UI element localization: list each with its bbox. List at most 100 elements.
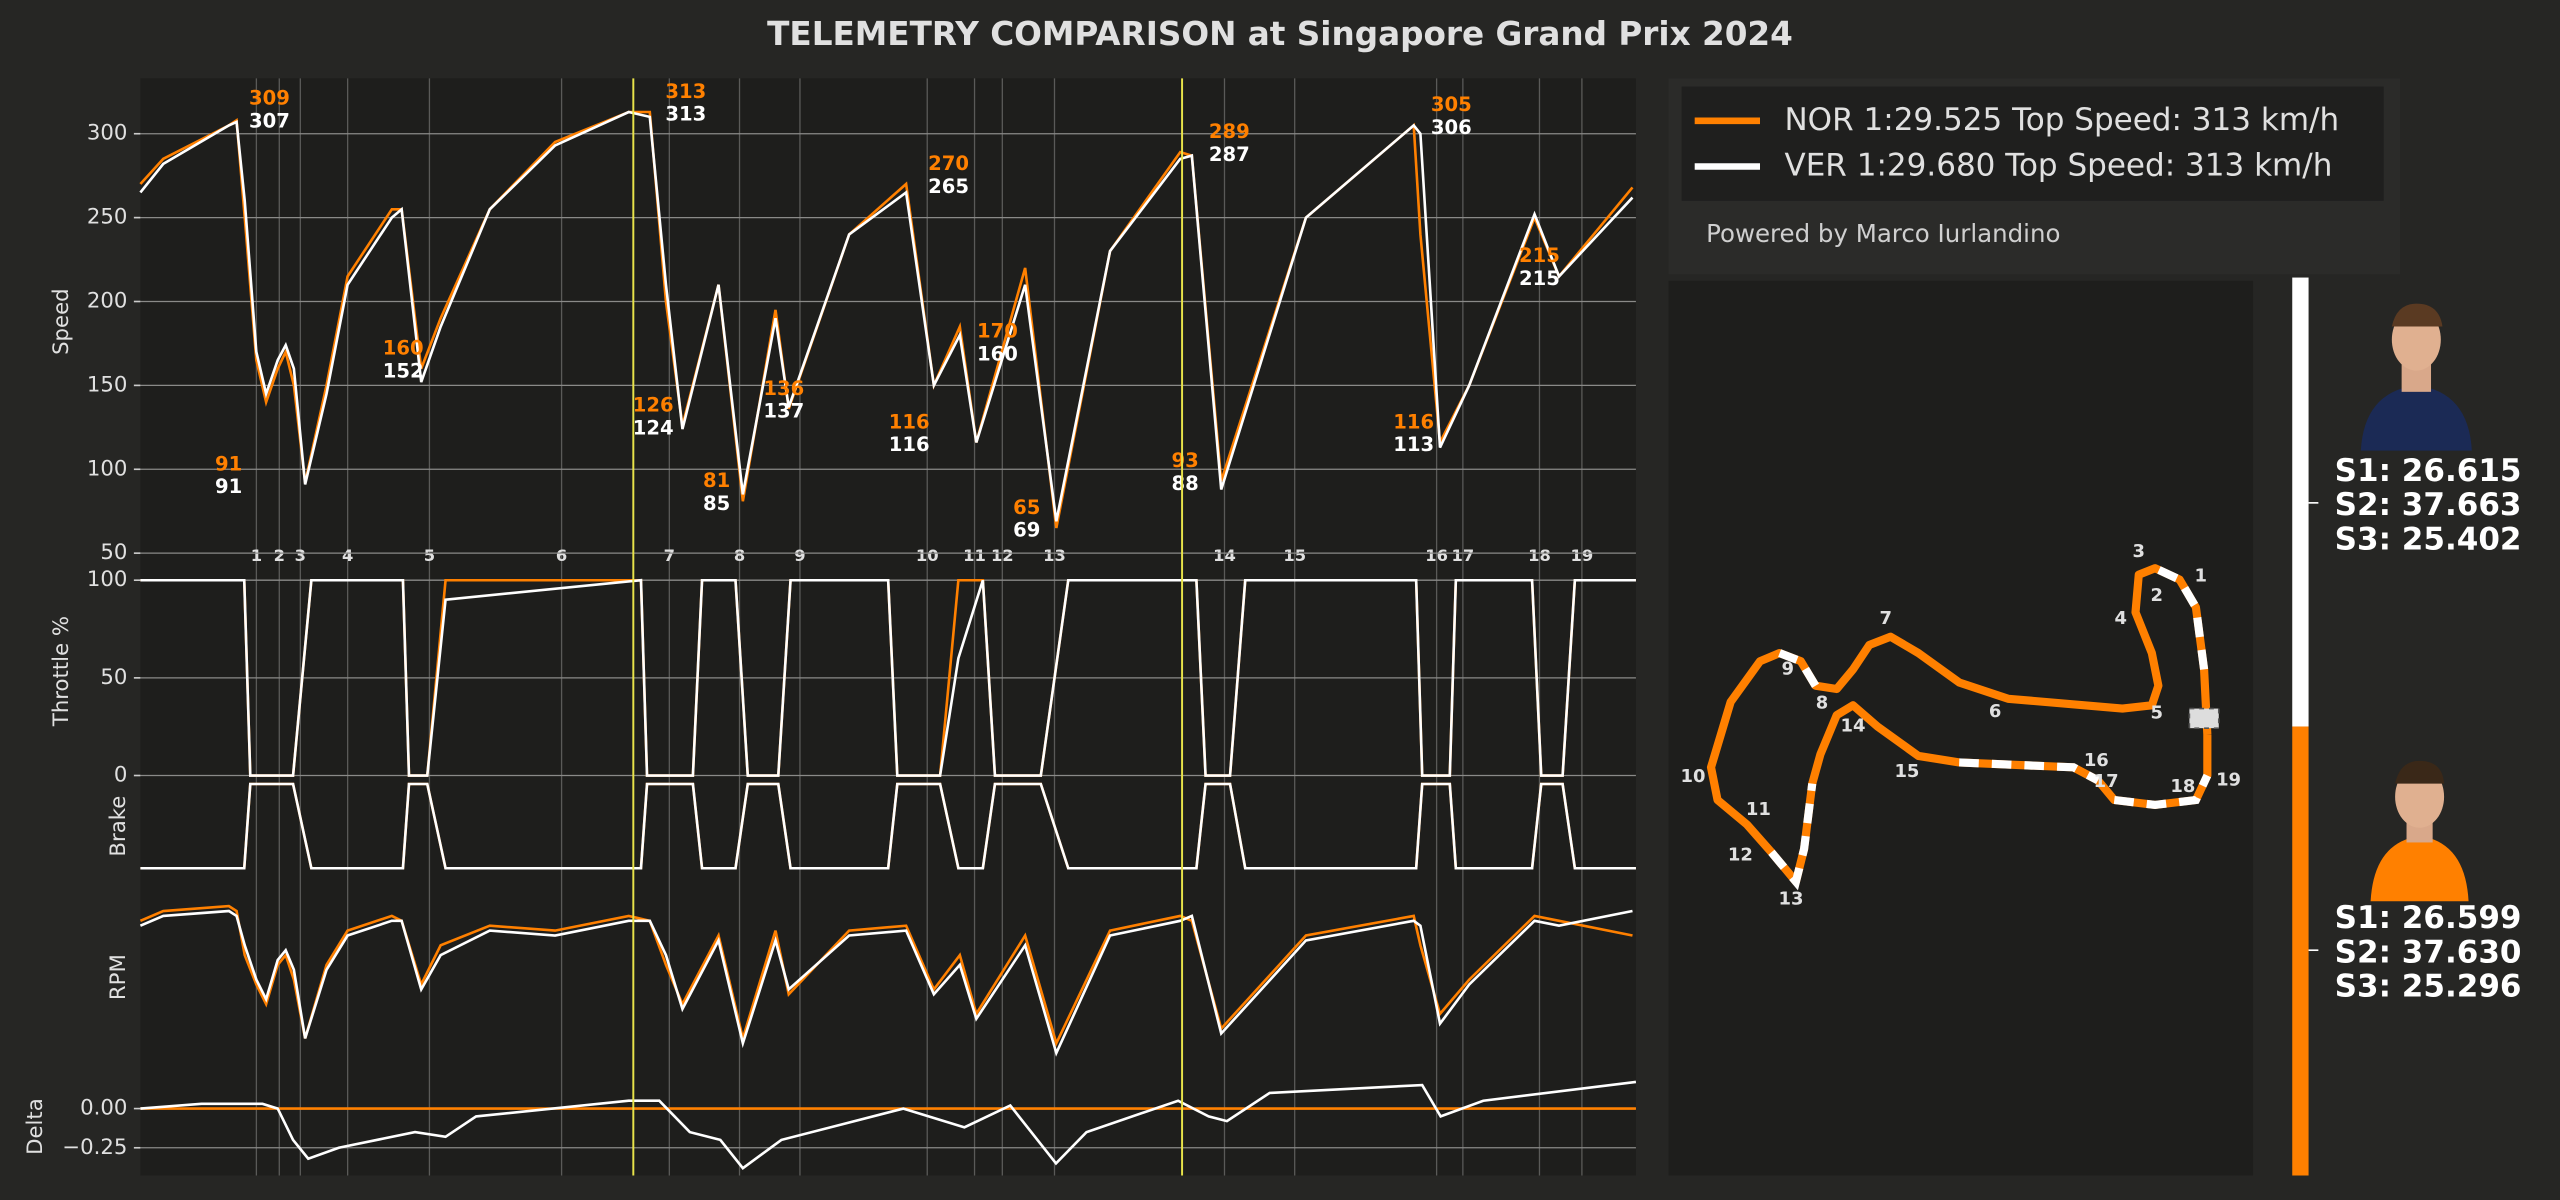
- corner-label: 10: [916, 546, 939, 565]
- speed-annotation: 306: [1431, 116, 1472, 139]
- track-corner-label: 17: [2094, 771, 2119, 792]
- corner-label: 8: [734, 546, 745, 565]
- y-tick-label: 100: [87, 567, 128, 592]
- speed-annotation: 93: [1172, 449, 1199, 472]
- track-corner-label: 6: [1989, 701, 2001, 722]
- track-corner-label: 8: [1816, 693, 1828, 714]
- track-segment-ver: [1778, 649, 1820, 688]
- corner-label: 14: [1213, 546, 1236, 565]
- track-corner-label: 7: [1879, 608, 1891, 629]
- y-axis-label: Delta: [23, 1098, 48, 1155]
- y-axis-label: Brake: [106, 796, 131, 857]
- corner-label: 9: [794, 546, 805, 565]
- speed-annotation: 215: [1519, 244, 1560, 267]
- y-axis-label: Throttle %: [49, 616, 74, 727]
- corner-label: 5: [424, 546, 435, 565]
- corner-label: 7: [664, 546, 675, 565]
- driver-bar-ver: [2292, 277, 2309, 727]
- corner-label: 12: [991, 546, 1014, 565]
- speed-annotation: 113: [1393, 433, 1434, 456]
- legend-box: [1681, 86, 2384, 201]
- y-tick-label: 200: [87, 289, 128, 314]
- track-segment-ver: [1959, 758, 2100, 785]
- speed-annotation: 126: [633, 394, 674, 417]
- y-axis-label: Speed: [49, 288, 74, 355]
- track-corner-label: 1: [2195, 565, 2207, 586]
- speed-annotation: 65: [1013, 496, 1040, 519]
- speed-annotation: 313: [665, 103, 706, 126]
- track-corner-label: 10: [1681, 766, 1706, 787]
- driver-bar-nor: [2292, 726, 2309, 1176]
- track-corner-label: 18: [2170, 776, 2195, 797]
- speed-annotation: 136: [763, 377, 804, 400]
- speed-annotation: 270: [928, 152, 969, 175]
- sector-time: S3: 25.296: [2335, 969, 2522, 1005]
- corner-label: 13: [1043, 546, 1066, 565]
- driver-photo-ver: [2360, 303, 2472, 451]
- y-tick-label: −0.25: [62, 1135, 127, 1160]
- corner-label: 11: [963, 546, 986, 565]
- speed-annotation: 137: [763, 400, 804, 423]
- speed-annotation: 85: [703, 492, 730, 515]
- series-line: [140, 578, 1636, 777]
- sector-time: S1: 26.615: [2335, 453, 2522, 489]
- y-tick-label: 50: [100, 540, 127, 565]
- track-corner-label: 16: [2084, 750, 2109, 771]
- speed-annotation: 81: [703, 469, 730, 492]
- speed-annotation: 124: [633, 416, 674, 439]
- speed-annotation: 289: [1209, 120, 1250, 143]
- corner-label: 17: [1452, 546, 1475, 565]
- corner-label: 2: [274, 546, 285, 565]
- y-axis-label: RPM: [106, 954, 131, 1000]
- speed-annotation: 305: [1431, 93, 1472, 116]
- y-tick-label: 250: [87, 205, 128, 230]
- series-line: [140, 1080, 1637, 1170]
- credit: Powered by Marco Iurlandino: [1706, 219, 2060, 248]
- speed-annotation: 170: [977, 320, 1018, 343]
- sector-time: S2: 37.630: [2335, 934, 2522, 970]
- driver-photo-nor: [2370, 760, 2469, 902]
- speed-annotation: 160: [383, 337, 424, 360]
- y-tick-label: 300: [87, 121, 128, 146]
- sector-time: S3: 25.402: [2335, 521, 2522, 557]
- track-corner-label: 2: [2150, 585, 2162, 606]
- track-corner-label: 5: [2150, 702, 2162, 723]
- corner-label: 4: [342, 546, 353, 565]
- finish-flag: [2188, 707, 2220, 729]
- corner-label: 19: [1571, 546, 1594, 565]
- corner-label: 15: [1283, 546, 1306, 565]
- speed-annotation: 116: [889, 433, 930, 456]
- track-corner-label: 11: [1746, 799, 1771, 820]
- series-line: [140, 782, 1636, 870]
- track-corner-label: 13: [1779, 889, 1804, 910]
- speed-annotation: 69: [1013, 519, 1040, 542]
- speed-annotation: 116: [1393, 410, 1434, 433]
- y-tick-label: 100: [87, 456, 128, 481]
- track-corner-label: 4: [2115, 608, 2127, 629]
- track-corner-label: 15: [1894, 761, 1919, 782]
- speed-annotation: 91: [215, 452, 242, 475]
- corner-label: 18: [1528, 546, 1551, 565]
- corner-label: 3: [295, 546, 306, 565]
- corner-label: 6: [556, 546, 567, 565]
- speed-annotation: 307: [249, 109, 290, 132]
- sector-time: S1: 26.599: [2335, 900, 2522, 936]
- series-line: [139, 110, 1634, 522]
- speed-annotation: 91: [215, 475, 242, 498]
- track-corner-label: 12: [1728, 845, 1753, 866]
- legend-label: NOR 1:29.525 Top Speed: 313 km/h: [1784, 102, 2339, 138]
- track-corner-label: 14: [1841, 716, 1866, 737]
- speed-annotation: 152: [383, 359, 424, 382]
- sector-time: S2: 37.663: [2335, 487, 2522, 523]
- y-tick-label: 0.00: [80, 1096, 127, 1121]
- speed-annotation: 313: [665, 80, 706, 103]
- speed-annotation: 215: [1519, 267, 1560, 290]
- speed-annotation: 88: [1172, 472, 1199, 495]
- plot-area: [140, 78, 1636, 1176]
- corner-label: 1: [251, 546, 262, 565]
- speed-annotation: 160: [977, 343, 1018, 366]
- chart-title: TELEMETRY COMPARISON at Singapore Grand …: [767, 15, 1793, 53]
- speed-annotation: 309: [249, 87, 290, 110]
